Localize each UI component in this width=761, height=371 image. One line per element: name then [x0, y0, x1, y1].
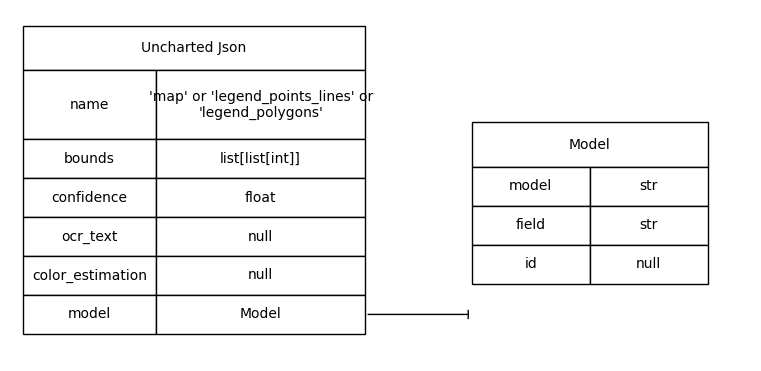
FancyBboxPatch shape	[590, 206, 708, 245]
FancyBboxPatch shape	[156, 70, 365, 139]
FancyBboxPatch shape	[472, 206, 590, 245]
Text: str: str	[639, 180, 658, 193]
Text: null: null	[248, 230, 273, 243]
Text: model: model	[68, 308, 111, 321]
Text: confidence: confidence	[52, 191, 127, 204]
FancyBboxPatch shape	[23, 26, 365, 70]
FancyBboxPatch shape	[23, 178, 156, 217]
Text: field: field	[516, 219, 546, 232]
Text: Model: Model	[240, 308, 282, 321]
FancyBboxPatch shape	[156, 139, 365, 178]
Text: bounds: bounds	[64, 152, 115, 165]
FancyBboxPatch shape	[590, 167, 708, 206]
FancyBboxPatch shape	[156, 178, 365, 217]
Text: model: model	[509, 180, 552, 193]
Text: Uncharted Json: Uncharted Json	[142, 41, 247, 55]
FancyBboxPatch shape	[23, 139, 156, 178]
Text: list[list[int]]: list[list[int]]	[220, 152, 301, 165]
FancyBboxPatch shape	[472, 122, 708, 167]
Text: 'map' or 'legend_points_lines' or
'legend_polygons': 'map' or 'legend_points_lines' or 'legen…	[148, 89, 373, 120]
FancyBboxPatch shape	[590, 245, 708, 284]
Text: ocr_text: ocr_text	[61, 230, 118, 243]
Text: null: null	[636, 257, 661, 271]
Text: Model: Model	[569, 138, 610, 152]
FancyBboxPatch shape	[23, 70, 156, 139]
Text: float: float	[245, 191, 276, 204]
FancyBboxPatch shape	[472, 245, 590, 284]
FancyBboxPatch shape	[156, 256, 365, 295]
Text: null: null	[248, 269, 273, 282]
FancyBboxPatch shape	[23, 256, 156, 295]
FancyBboxPatch shape	[23, 295, 156, 334]
Text: color_estimation: color_estimation	[32, 268, 147, 283]
Text: name: name	[70, 98, 109, 112]
FancyBboxPatch shape	[156, 295, 365, 334]
Text: str: str	[639, 219, 658, 232]
Text: id: id	[524, 257, 537, 271]
FancyBboxPatch shape	[156, 217, 365, 256]
FancyBboxPatch shape	[23, 217, 156, 256]
FancyBboxPatch shape	[472, 167, 590, 206]
